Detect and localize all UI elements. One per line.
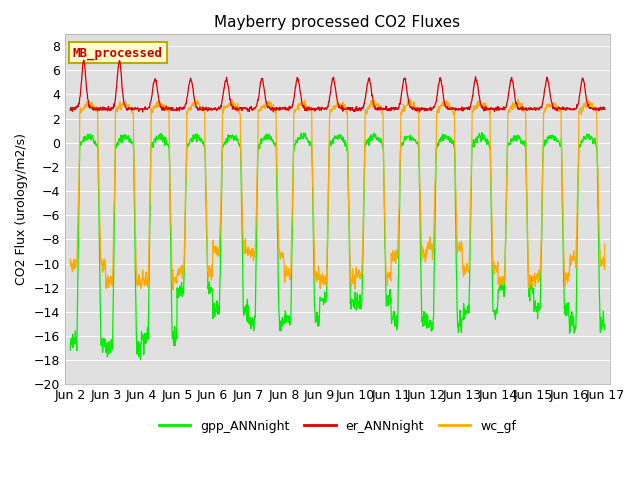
Text: MB_processed: MB_processed bbox=[73, 46, 163, 60]
Y-axis label: CO2 Flux (urology/m2/s): CO2 Flux (urology/m2/s) bbox=[15, 133, 28, 285]
Title: Mayberry processed CO2 Fluxes: Mayberry processed CO2 Fluxes bbox=[214, 15, 461, 30]
Legend: gpp_ANNnight, er_ANNnight, wc_gf: gpp_ANNnight, er_ANNnight, wc_gf bbox=[154, 415, 522, 438]
